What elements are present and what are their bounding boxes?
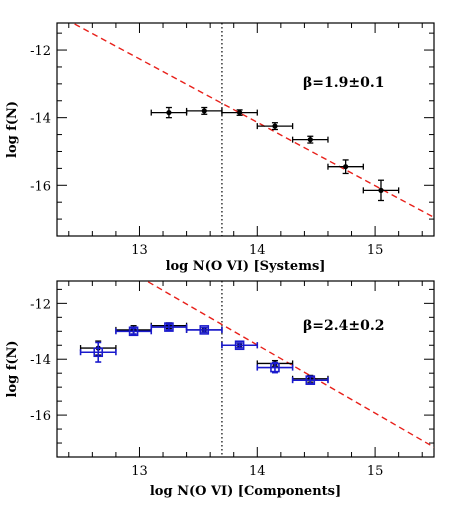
data-point-square [199, 325, 210, 335]
chart-panel-1: 13 14 15 -12 -14 -16 log N(O VI) [Systems] log … [5, 22, 435, 274]
chart-panel-2: 13 14 15 -12 -14 -16 log N(O VI) [Components] l… [5, 280, 435, 499]
fit-line [71, 23, 434, 219]
plot-frame [56, 22, 435, 237]
y-tick-label: -14 [30, 353, 51, 368]
data-point-square [270, 362, 280, 373]
fit-line [145, 281, 434, 448]
data-point-square [93, 347, 104, 358]
data-point [307, 137, 313, 143]
y-tick-label: -16 [30, 409, 51, 424]
y-tick-label: -14 [30, 112, 51, 127]
data-point [272, 123, 278, 129]
data-point-square [234, 340, 245, 351]
x-tick-label: 15 [367, 243, 384, 258]
data-point [166, 109, 172, 116]
data-point [201, 108, 207, 114]
x-tick-label: 14 [249, 464, 266, 479]
x-tick-label: 15 [367, 464, 384, 479]
data-point [237, 109, 243, 116]
data-point-square [305, 375, 316, 385]
data-point [378, 187, 384, 193]
data-point [343, 164, 349, 170]
y-axis-label: log f(N) [5, 340, 20, 397]
y-tick-label: -12 [30, 297, 51, 312]
x-tick-label: 13 [131, 243, 148, 258]
y-tick-label: -12 [30, 44, 51, 59]
x-tick-label: 14 [249, 243, 266, 258]
data-point-square [128, 326, 139, 337]
x-axis-label: log N(O VI) [Systems] [166, 259, 326, 274]
beta-annotation: β=2.4±0.2 [303, 318, 384, 334]
y-tick-label: -16 [30, 179, 51, 194]
data-series-1 [150, 106, 400, 202]
beta-annotation: β=1.9±0.1 [303, 75, 384, 91]
data-series-2 [79, 322, 329, 385]
x-tick-label: 13 [131, 464, 148, 479]
y-axis-label: log f(N) [5, 101, 20, 158]
x-axis-label: log N(O VI) [Components] [150, 484, 341, 499]
plot-frame [56, 280, 435, 458]
data-point-square [164, 322, 174, 332]
